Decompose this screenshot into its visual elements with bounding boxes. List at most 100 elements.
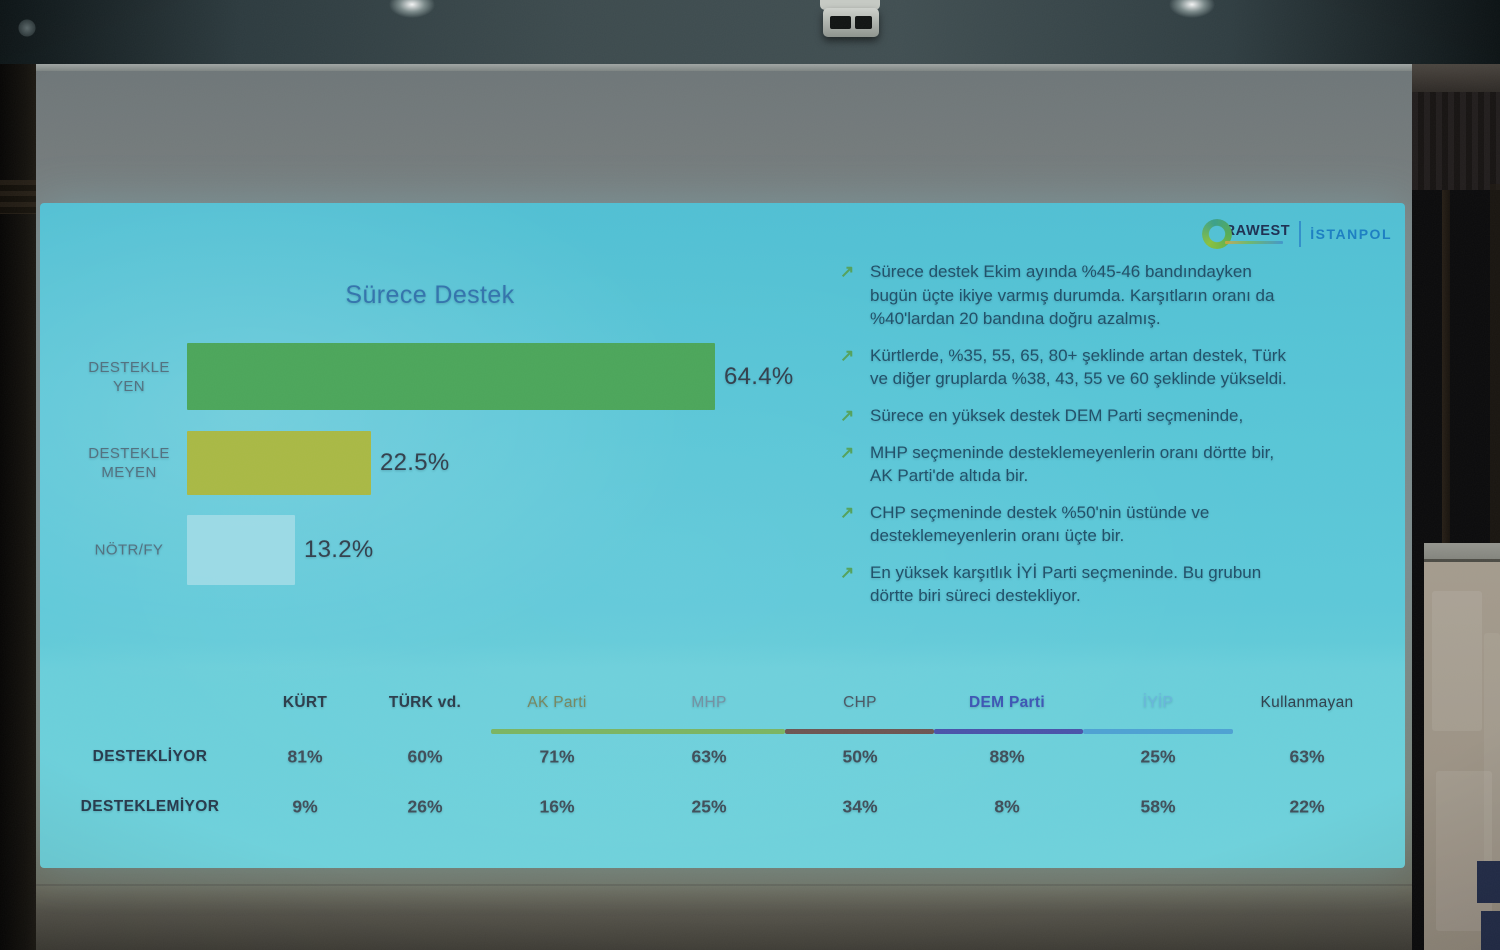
trend-up-arrow-icon: ↗	[840, 442, 855, 462]
insight-bullet-list: ↗ Sürece destek Ekim ayında %45-46 bandın…	[840, 260, 1400, 621]
table-cell: 8%	[994, 796, 1020, 817]
table-row-label: DESTEKLEMİYOR	[80, 798, 220, 815]
table-cell: 58%	[1140, 796, 1176, 817]
bar-value-label: 22.5%	[380, 449, 450, 476]
table-cell: 50%	[842, 746, 878, 767]
bar-category-label: DESTEKLE YEN	[40, 358, 218, 396]
bar-category-line: MEYEN	[101, 464, 157, 481]
bullet-text-line: Sürece destek Ekim ayında %45-46 bandınd…	[870, 262, 1252, 281]
bullet-text-line: desteklemeyenlerin oranı üçte bir.	[870, 526, 1125, 545]
table-cell: 63%	[691, 746, 727, 767]
table-column-header: İYİP	[1142, 694, 1174, 711]
right-wall-molding	[1412, 92, 1500, 190]
logo-divider	[1299, 221, 1302, 247]
rawest-logo-text: RAWEST	[1224, 223, 1291, 240]
trend-up-arrow-icon: ↗	[840, 405, 855, 425]
bar-category-label: NÖTR/FY	[40, 541, 218, 560]
trend-up-arrow-icon: ↗	[840, 562, 855, 582]
rollup-banner	[1424, 543, 1500, 950]
table-cell: 22%	[1289, 796, 1325, 817]
trend-up-arrow-icon: ↗	[840, 262, 855, 281]
banner-letter-fragment	[1477, 861, 1500, 903]
bullet-text-line: bugün üçte ikiye varmış durumda. Karşıtl…	[870, 285, 1275, 305]
projector-body	[823, 8, 879, 37]
table-cell: 25%	[691, 796, 727, 817]
table-cell: 60%	[407, 746, 443, 767]
table-column-header: TÜRK vd.	[388, 694, 462, 711]
table-cell: 63%	[1289, 746, 1325, 767]
table-column-header: CHP	[843, 694, 877, 711]
insight-bullet: ↗ En yüksek karşıtlık İYİ Parti seçmenind…	[840, 561, 1400, 608]
bullet-text-line: Kürtlerde, %35, 55, 65, 80+ şeklinde art…	[870, 345, 1286, 365]
table-cell: 25%	[1140, 746, 1176, 767]
party-underline-segment	[491, 729, 785, 734]
table-cell: 26%	[407, 796, 443, 817]
bar-value-label: 64.4%	[724, 362, 794, 390]
ceiling	[0, 0, 1500, 64]
rawest-logo: RAWEST	[1224, 223, 1291, 244]
trend-up-arrow-icon: ↗	[840, 345, 855, 365]
bar-category-line: NÖTR/FY	[94, 541, 164, 559]
istanpol-logo-text: İSTANPOL	[1310, 226, 1392, 242]
projected-slide: RAWEST İSTANPOL Sürece Destek ↗ Sürece de…	[40, 203, 1405, 868]
logo-block: RAWEST İSTANPOL	[1201, 216, 1392, 252]
trend-up-arrow-icon: ↗	[840, 502, 855, 522]
table-cell: 34%	[842, 796, 878, 817]
insight-bullet: ↗ Kürtlerde, %35, 55, 65, 80+ şeklinde ar…	[840, 344, 1400, 391]
table-column-header: Kullanmayan	[1260, 694, 1354, 711]
bar-value-label: 13.2%	[304, 536, 374, 563]
banner-faded-graphic	[1484, 633, 1500, 873]
banner-top-rail	[1424, 543, 1500, 562]
bullet-text-line: CHP seçmeninde destek %50'nin üstünde ve	[870, 502, 1210, 522]
table-cell: 71%	[539, 746, 575, 767]
bullet-text: MHP seçmeninde desteklemeyenlerin oranı …	[870, 441, 1274, 488]
bullet-text-line: MHP seçmeninde desteklemeyenlerin oranı …	[870, 442, 1275, 462]
door-frame	[1442, 190, 1450, 560]
bullet-text-line: Sürece en yüksek destek DEM Parti seçmen…	[870, 405, 1244, 425]
bullet-text-line: AK Parti'de altıda bir.	[870, 466, 1029, 485]
table-cell: 88%	[989, 746, 1025, 767]
bullet-text: Sürece en yüksek destek DEM Parti seçmen…	[870, 404, 1243, 428]
bar-category-line: DESTEKLE	[88, 358, 170, 376]
bullet-text-line: dörtte biri süreci destekliyor.	[870, 586, 1081, 605]
party-underline-segment	[933, 729, 1083, 734]
bullet-text-line: ve diğer gruplarda %38, 43, 55 ve 60 şek…	[870, 369, 1287, 388]
bullet-text: En yüksek karşıtlık İYİ Parti seçmeninde…	[870, 561, 1261, 608]
floor	[0, 884, 1500, 950]
table-cell: 9%	[292, 796, 318, 817]
bar-category-line: DESTEKLE	[88, 445, 170, 462]
left-wall-edge	[0, 64, 36, 950]
table-column-header: MHP	[691, 694, 727, 711]
chart-title: Sürece Destek	[345, 281, 515, 309]
insight-bullet: ↗ MHP seçmeninde desteklemeyenlerin oranı…	[840, 441, 1400, 488]
banner-faded-graphic	[1432, 591, 1482, 731]
bullet-text: Kürtlerde, %35, 55, 65, 80+ şeklinde art…	[870, 344, 1287, 391]
right-wall-cornice	[1412, 64, 1500, 92]
insight-bullet: ↗ Sürece en yüksek destek DEM Parti seçme…	[840, 404, 1400, 428]
rawest-logo-subbar	[1224, 241, 1283, 244]
table-column-header: KÜRT	[282, 694, 328, 711]
bullet-text: Sürece destek Ekim ayında %45-46 bandınd…	[870, 260, 1274, 331]
projector-lens-icon	[830, 16, 851, 29]
table-column-header: DEM Parti	[969, 694, 1045, 711]
bar-category-label: DESTEKLE MEYEN	[40, 444, 218, 482]
insight-bullet: ↗ Sürece destek Ekim ayında %45-46 bandın…	[840, 260, 1400, 331]
banner-letter-fragment	[1481, 911, 1500, 950]
bullet-text: CHP seçmeninde destek %50'nin üstünde ve…	[870, 501, 1209, 548]
table-row-label: DESTEKLİYOR	[92, 748, 208, 765]
party-underline-segment	[1082, 729, 1233, 734]
bullet-text-line: %40'lardan 20 bandına doğru azalmış.	[870, 309, 1161, 328]
ceiling-projector	[810, 0, 892, 46]
bar-segment	[187, 343, 715, 410]
rawest-swirl-icon	[1201, 219, 1232, 249]
left-wall-molding	[0, 180, 36, 214]
table-cell: 16%	[539, 796, 575, 817]
party-underline-segment	[784, 729, 934, 734]
bar-category-line: YEN	[112, 377, 146, 395]
table-column-header: AK Parti	[527, 694, 587, 711]
insight-bullet: ↗ CHP seçmeninde destek %50'nin üstünde v…	[840, 501, 1400, 548]
projector-lens-icon	[855, 16, 872, 29]
bullet-text-line: En yüksek karşıtlık İYİ Parti seçmeninde…	[870, 562, 1262, 582]
table-cell: 81%	[287, 746, 323, 767]
